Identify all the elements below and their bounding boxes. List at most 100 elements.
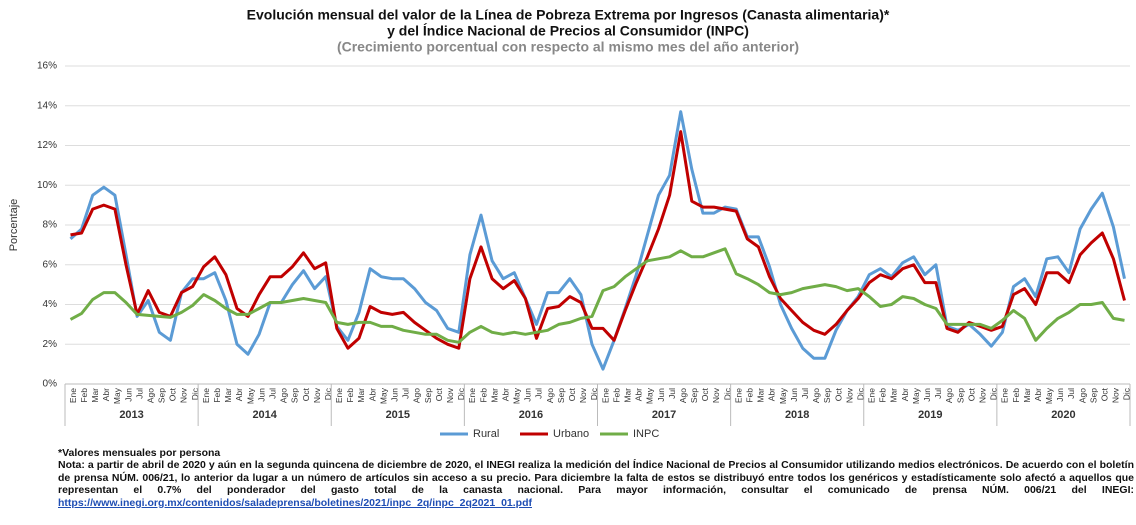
x-tick-label: Dic xyxy=(855,387,865,400)
chart: Evolución mensual del valor de la Línea … xyxy=(8,7,1132,440)
x-tick-label: Ago xyxy=(678,388,688,403)
legend-label: Rural xyxy=(473,428,499,440)
x-tick-label: Mar xyxy=(223,388,233,403)
x-tick-label: Abr xyxy=(767,388,777,401)
x-tick-label: Jul xyxy=(933,388,943,399)
x-tick-label: Jul xyxy=(800,388,810,399)
x-tick-label: Oct xyxy=(833,387,843,401)
chart-subtitle: (Crecimiento porcentual con respecto al … xyxy=(337,39,799,55)
x-tick-label: Jun xyxy=(922,388,932,402)
x-tick-label: May xyxy=(378,387,388,404)
x-tick-label: Mar xyxy=(356,388,366,403)
y-tick-label: 4% xyxy=(43,299,58,310)
x-tick-label: Ene xyxy=(1000,388,1010,403)
x-tick-label: May xyxy=(911,387,921,404)
x-tick-label: Oct xyxy=(434,387,444,401)
x-tick-label: Mar xyxy=(1022,388,1032,403)
x-tick-label: Ago xyxy=(279,388,289,403)
x-tick-label: Sep xyxy=(1088,388,1098,403)
x-tick-label: Oct xyxy=(1100,387,1110,401)
x-tick-label: Jul xyxy=(1066,388,1076,399)
line-series xyxy=(69,110,1126,371)
x-tick-label: Feb xyxy=(478,388,488,403)
x-tick-label: Jul xyxy=(267,388,277,399)
x-tick-label: Ene xyxy=(201,388,211,403)
x-tick-label: Jun xyxy=(390,388,400,402)
chart-title: y del Índice Nacional de Precios al Cons… xyxy=(387,23,749,39)
year-label: 2013 xyxy=(119,409,143,421)
x-tick-label: Ene xyxy=(867,388,877,403)
x-tick-label: Nov xyxy=(711,387,721,403)
x-tick-label: Sep xyxy=(689,388,699,403)
year-label: 2015 xyxy=(386,409,410,421)
legend-label: Urbano xyxy=(553,428,589,440)
x-tick-label: Nov xyxy=(312,387,322,403)
x-tick-label: Dic xyxy=(1122,387,1132,400)
x-tick-label: Dic xyxy=(323,387,333,400)
x-tick-label: Sep xyxy=(290,388,300,403)
x-tick-label: Jul xyxy=(667,388,677,399)
x-tick-label: Sep xyxy=(157,388,167,403)
x-tick-label: Dic xyxy=(989,387,999,400)
note-text: Nota: a partir de abril de 2020 y aún en… xyxy=(58,459,1134,497)
x-tick-label: Oct xyxy=(567,387,577,401)
year-label: 2016 xyxy=(519,409,543,421)
x-tick-label: Abr xyxy=(234,388,244,401)
x-tick-label: Oct xyxy=(966,387,976,401)
x-tick-label: Mar xyxy=(622,388,632,403)
x-tick-label: Nov xyxy=(1111,387,1121,403)
x-tick-label: Ago xyxy=(944,388,954,403)
year-label: 2018 xyxy=(785,409,809,421)
x-tick-label: Jul xyxy=(534,388,544,399)
y-tick-label: 2% xyxy=(43,339,58,350)
x-tick-label: Mar xyxy=(889,388,899,403)
x-tick-label: Feb xyxy=(745,388,755,403)
x-tick-label: Oct xyxy=(700,387,710,401)
x-tick-label: Ago xyxy=(545,388,555,403)
x-tick-label: Ene xyxy=(733,388,743,403)
y-tick-label: 10% xyxy=(37,180,57,191)
year-label: 2019 xyxy=(918,409,942,421)
y-tick-label: 14% xyxy=(37,100,57,111)
x-tick-label: May xyxy=(645,387,655,404)
x-tick-label: Abr xyxy=(500,388,510,401)
x-tick-label: Dic xyxy=(722,387,732,400)
x-tick-label: Jun xyxy=(1055,388,1065,402)
x-tick-label: Ago xyxy=(412,388,422,403)
x-tick-label: Nov xyxy=(179,387,189,403)
x-tick-label: Oct xyxy=(301,387,311,401)
legend-label: INPC xyxy=(633,428,659,440)
year-label: 2020 xyxy=(1051,409,1075,421)
y-tick-label: 6% xyxy=(43,259,58,270)
x-tick-label: Ene xyxy=(467,388,477,403)
x-tick-label: Oct xyxy=(168,387,178,401)
note-link[interactable]: https://www.inegi.org.mx/contenidos/sala… xyxy=(58,496,532,509)
x-tick-label: Ene xyxy=(334,388,344,403)
y-tick-label: 16% xyxy=(37,61,57,72)
x-tick-label: Dic xyxy=(190,387,200,400)
x-tick-label: Ago xyxy=(1077,388,1087,403)
x-tick-label: Nov xyxy=(445,387,455,403)
x-tick-label: Abr xyxy=(367,388,377,401)
x-tick-label: May xyxy=(512,387,522,404)
x-tick-label: Mar xyxy=(90,388,100,403)
x-tick-label: Abr xyxy=(1033,388,1043,401)
year-label: 2017 xyxy=(652,409,676,421)
year-label: 2014 xyxy=(252,409,277,421)
x-tick-label: Nov xyxy=(578,387,588,403)
x-tick-label: Ene xyxy=(68,388,78,403)
x-tick-label: Dic xyxy=(589,387,599,400)
line-series xyxy=(69,247,1125,344)
x-tick-label: Mar xyxy=(489,388,499,403)
x-tick-label: May xyxy=(245,387,255,404)
x-tick-label: Abr xyxy=(634,388,644,401)
x-tick-label: Sep xyxy=(822,388,832,403)
x-tick-label: Jun xyxy=(256,388,266,402)
x-tick-label: Sep xyxy=(955,388,965,403)
x-tick-label: Nov xyxy=(844,387,854,403)
x-tick-label: Jun xyxy=(789,388,799,402)
x-tick-label: Feb xyxy=(878,388,888,403)
x-tick-label: May xyxy=(1044,387,1054,404)
x-tick-label: Ago xyxy=(145,388,155,403)
y-axis-label: Porcentaje xyxy=(8,199,20,252)
